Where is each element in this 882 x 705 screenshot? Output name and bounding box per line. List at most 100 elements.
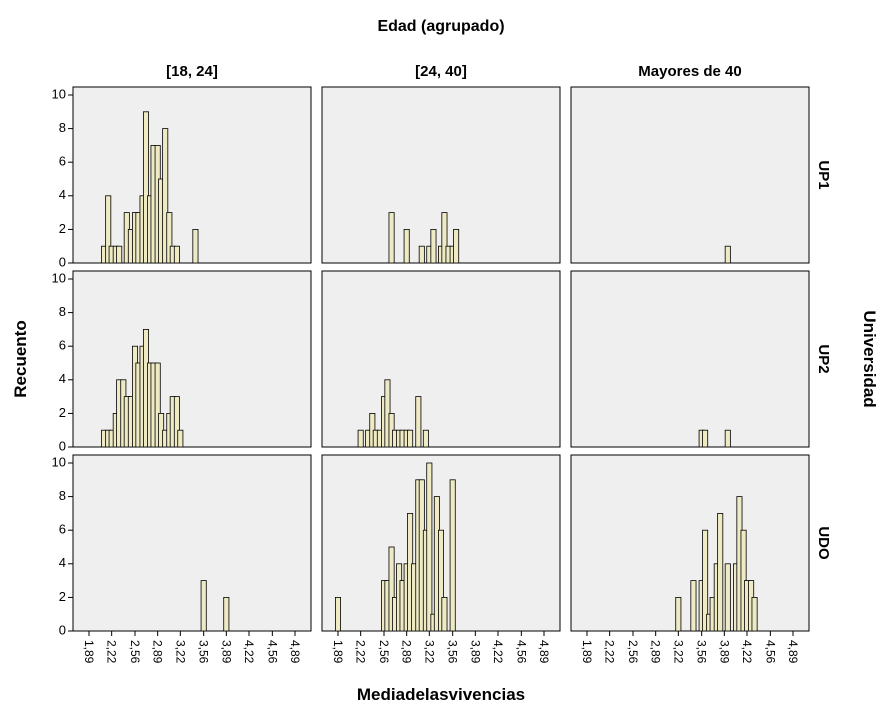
- histogram-bar: [702, 429, 709, 448]
- histogram-bar: [724, 245, 731, 264]
- x-tick-label: 3,89: [717, 640, 731, 664]
- y-tick-label: 6: [59, 338, 66, 353]
- histogram-bar: [437, 529, 444, 632]
- histogram-bar: [415, 396, 422, 448]
- histogram-bar: [116, 245, 123, 264]
- histogram-bar: [200, 580, 207, 632]
- y-tick-label: 2: [59, 589, 66, 604]
- x-tick-label: 2,89: [151, 640, 165, 664]
- y-tick-label: 8: [59, 120, 66, 135]
- histogram-bar: [388, 546, 395, 632]
- histogram-bar: [675, 597, 682, 632]
- x-tick-label: 1,89: [82, 640, 96, 664]
- histogram-bar: [388, 212, 395, 264]
- x-tick-label: 2,56: [377, 640, 391, 664]
- column-header-mayores-de-40: Mayores de 40: [638, 63, 741, 80]
- histogram-bar: [449, 479, 456, 632]
- x-tick-label: 2,22: [603, 640, 617, 664]
- column-group-title: Edad (agrupado): [377, 18, 504, 35]
- histogram-bar: [223, 597, 230, 632]
- y-tick-label: 0: [59, 254, 66, 269]
- x-tick-label: 3,22: [422, 640, 436, 664]
- histogram-bar: [441, 597, 448, 632]
- y-tick-label: 8: [59, 304, 66, 319]
- x-tick-label: 2,89: [400, 640, 414, 664]
- y-tick-label: 2: [59, 221, 66, 236]
- x-tick-label: 2,56: [626, 640, 640, 664]
- panel-udo-18-24: [72, 454, 312, 632]
- histogram-bar: [702, 529, 709, 632]
- x-axis-title: Mediadelasvivencias: [357, 685, 525, 704]
- x-tick-label: 4,56: [514, 640, 528, 664]
- column-header-24-40: [24, 40]: [415, 63, 467, 80]
- x-tick-label: 2,22: [105, 640, 119, 664]
- histogram-bar: [407, 429, 414, 448]
- histogram-bar: [418, 245, 425, 264]
- panel-up1-mayores-de-40: [570, 86, 810, 264]
- histogram-bar: [162, 128, 169, 264]
- histogram-bar: [453, 228, 460, 264]
- x-tick-label: 3,56: [197, 640, 211, 664]
- y-tick-label: 4: [59, 555, 66, 570]
- x-tick-label: 4,22: [491, 640, 505, 664]
- histogram-bar: [724, 563, 731, 632]
- y-tick-label: 10: [52, 454, 66, 469]
- x-tick-label: 4,89: [786, 640, 800, 664]
- x-tick-label: 3,22: [173, 640, 187, 664]
- panel-udo-mayores-de-40: [570, 454, 810, 632]
- histogram-bar: [690, 580, 697, 632]
- histogram-bar: [105, 195, 112, 264]
- histogram-bar: [717, 513, 724, 632]
- y-tick-label: 6: [59, 522, 66, 537]
- y-tick-label: 10: [52, 86, 66, 101]
- x-tick-label: 2,89: [649, 640, 663, 664]
- y-axis-title: Recuento: [11, 320, 30, 397]
- histogram-bar: [334, 597, 341, 632]
- panel-up1-18-24: [72, 86, 312, 264]
- x-tick-label: 2,22: [354, 640, 368, 664]
- panel-up2-mayores-de-40: [570, 270, 810, 448]
- panel-up1-24-40: [321, 86, 561, 264]
- histogram-bar: [177, 429, 184, 448]
- panels-layer: [18, 24] [24, 40] Mayores de 40 UP1 UP2 UDO 0 2…: [52, 63, 832, 664]
- y-tick-label: 0: [59, 622, 66, 637]
- panel-background: [570, 270, 810, 448]
- y-tick-label: 0: [59, 438, 66, 453]
- x-tick-label: 4,22: [740, 640, 754, 664]
- x-tick-label: 4,56: [265, 640, 279, 664]
- row-header-up1: UP1: [815, 160, 832, 189]
- x-tick-label: 3,22: [671, 640, 685, 664]
- panel-up2-24-40: [321, 270, 561, 448]
- histogram-bar: [166, 212, 173, 264]
- panel-background: [72, 454, 312, 632]
- histogram-bar: [357, 429, 364, 448]
- y-tick-label: 2: [59, 405, 66, 420]
- panel-background: [570, 454, 810, 632]
- panel-background: [72, 86, 312, 264]
- x-tick-label: 3,56: [446, 640, 460, 664]
- histogram-bar: [173, 396, 180, 448]
- y-tick-label: 8: [59, 488, 66, 503]
- y-tick-label: 4: [59, 187, 66, 202]
- y-tick-label: 10: [52, 270, 66, 285]
- panel-background: [72, 270, 312, 448]
- panel-background: [570, 86, 810, 264]
- y-tick-label: 4: [59, 371, 66, 386]
- panel-up2-18-24: [72, 270, 312, 448]
- histogram-bar: [430, 228, 437, 264]
- panel-udo-24-40: [321, 454, 561, 632]
- x-tick-label: 4,89: [288, 640, 302, 664]
- histogram-bar: [403, 228, 410, 264]
- row-header-up2: UP2: [815, 344, 832, 373]
- x-tick-label: 4,22: [242, 640, 256, 664]
- histogram-bar: [173, 245, 180, 264]
- histogram-bar: [142, 111, 149, 264]
- x-tick-label: 4,89: [537, 640, 551, 664]
- histogram-bar: [192, 228, 199, 264]
- column-header-18-24: [18, 24]: [166, 63, 218, 80]
- histogram-bar: [441, 212, 448, 264]
- x-tick-label: 2,56: [128, 640, 142, 664]
- x-tick-label: 3,56: [695, 640, 709, 664]
- x-tick-label: 3,89: [468, 640, 482, 664]
